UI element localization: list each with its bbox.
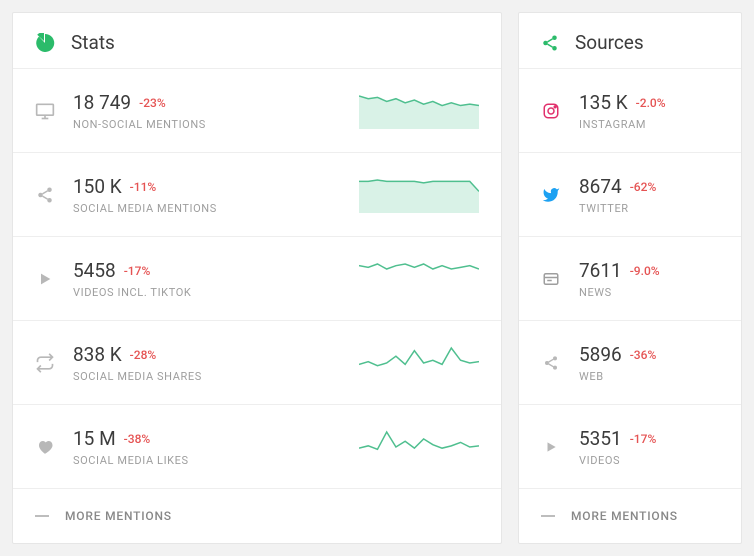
source-delta: -9.0% [630, 264, 660, 278]
stat-body: 18 749 -23% NON-SOCIAL MENTIONS [73, 91, 359, 131]
sparkline [359, 93, 479, 129]
stat-value: 5458 [73, 259, 116, 282]
news-icon [541, 270, 561, 288]
source-delta: -2.0% [636, 96, 666, 110]
stat-label: SOCIAL MEDIA SHARES [73, 370, 359, 383]
source-body: 5896 -36% WEB [579, 343, 719, 383]
source-body: 7611 -9.0% NEWS [579, 259, 719, 299]
stat-value: 150 K [73, 175, 122, 198]
source-label: VIDEOS [579, 454, 719, 467]
stat-row[interactable]: 15 M -38% SOCIAL MEDIA LIKES [13, 404, 501, 488]
source-delta: -62% [630, 180, 657, 194]
source-label: INSTAGRAM [579, 118, 719, 131]
source-value: 5896 [579, 343, 622, 366]
source-row[interactable]: 5351 -17% VIDEOS [519, 404, 741, 488]
pie-icon [35, 33, 55, 53]
source-label: TWITTER [579, 202, 719, 215]
source-delta: -17% [630, 432, 657, 446]
source-label: NEWS [579, 286, 719, 299]
sources-more-label: MORE MENTIONS [571, 509, 678, 523]
sparkline [359, 429, 479, 465]
play-icon [35, 271, 55, 287]
stats-header: Stats [13, 13, 501, 68]
source-delta: -36% [630, 348, 657, 362]
share-icon [35, 186, 55, 204]
source-value: 5351 [579, 427, 622, 450]
share-icon [541, 355, 561, 371]
stat-value: 15 M [73, 427, 116, 450]
stat-body: 150 K -11% SOCIAL MEDIA MENTIONS [73, 175, 359, 215]
source-row[interactable]: 135 K -2.0% INSTAGRAM [519, 68, 741, 152]
source-body: 135 K -2.0% INSTAGRAM [579, 91, 719, 131]
source-body: 8674 -62% TWITTER [579, 175, 719, 215]
stat-delta: -38% [124, 432, 151, 446]
stats-title: Stats [71, 31, 115, 54]
stat-body: 15 M -38% SOCIAL MEDIA LIKES [73, 427, 359, 467]
sources-title: Sources [575, 31, 644, 54]
instagram-icon [541, 102, 561, 120]
stat-row[interactable]: 150 K -11% SOCIAL MEDIA MENTIONS [13, 152, 501, 236]
dash-icon [35, 515, 49, 517]
source-row[interactable]: 8674 -62% TWITTER [519, 152, 741, 236]
source-value: 135 K [579, 91, 628, 114]
stat-label: SOCIAL MEDIA MENTIONS [73, 202, 359, 215]
heart-icon [35, 438, 55, 456]
stat-row[interactable]: 838 K -28% SOCIAL MEDIA SHARES [13, 320, 501, 404]
twitter-icon [541, 186, 561, 204]
share-icon [541, 34, 559, 52]
stat-delta: -28% [130, 348, 157, 362]
stat-row[interactable]: 18 749 -23% NON-SOCIAL MENTIONS [13, 68, 501, 152]
stat-row[interactable]: 5458 -17% VIDEOS INCL. TIKTOK [13, 236, 501, 320]
sparkline [359, 345, 479, 381]
sources-header: Sources [519, 13, 741, 68]
source-row[interactable]: 5896 -36% WEB [519, 320, 741, 404]
play-icon [541, 440, 561, 454]
retweet-icon [35, 353, 55, 373]
source-value: 7611 [579, 259, 622, 282]
source-row[interactable]: 7611 -9.0% NEWS [519, 236, 741, 320]
monitor-icon [35, 101, 55, 121]
stat-value: 838 K [73, 343, 122, 366]
stat-delta: -17% [124, 264, 151, 278]
stats-more-label: MORE MENTIONS [65, 509, 172, 523]
source-label: WEB [579, 370, 719, 383]
stat-value: 18 749 [73, 91, 131, 114]
stats-panel: Stats 18 749 -23% NON-SOCIAL MENTIONS 1 [12, 12, 502, 544]
sparkline [359, 177, 479, 213]
dashboard-wrap: Stats 18 749 -23% NON-SOCIAL MENTIONS 1 [12, 12, 742, 544]
stat-body: 838 K -28% SOCIAL MEDIA SHARES [73, 343, 359, 383]
stat-label: SOCIAL MEDIA LIKES [73, 454, 359, 467]
dash-icon [541, 515, 555, 517]
stat-delta: -23% [139, 96, 166, 110]
source-value: 8674 [579, 175, 622, 198]
sources-panel: Sources 135 K -2.0% INSTAGRAM 8674 - [518, 12, 742, 544]
sparkline [359, 261, 479, 297]
source-body: 5351 -17% VIDEOS [579, 427, 719, 467]
stat-delta: -11% [130, 180, 157, 194]
stat-label: VIDEOS INCL. TIKTOK [73, 286, 359, 299]
stat-label: NON-SOCIAL MENTIONS [73, 118, 359, 131]
stat-body: 5458 -17% VIDEOS INCL. TIKTOK [73, 259, 359, 299]
